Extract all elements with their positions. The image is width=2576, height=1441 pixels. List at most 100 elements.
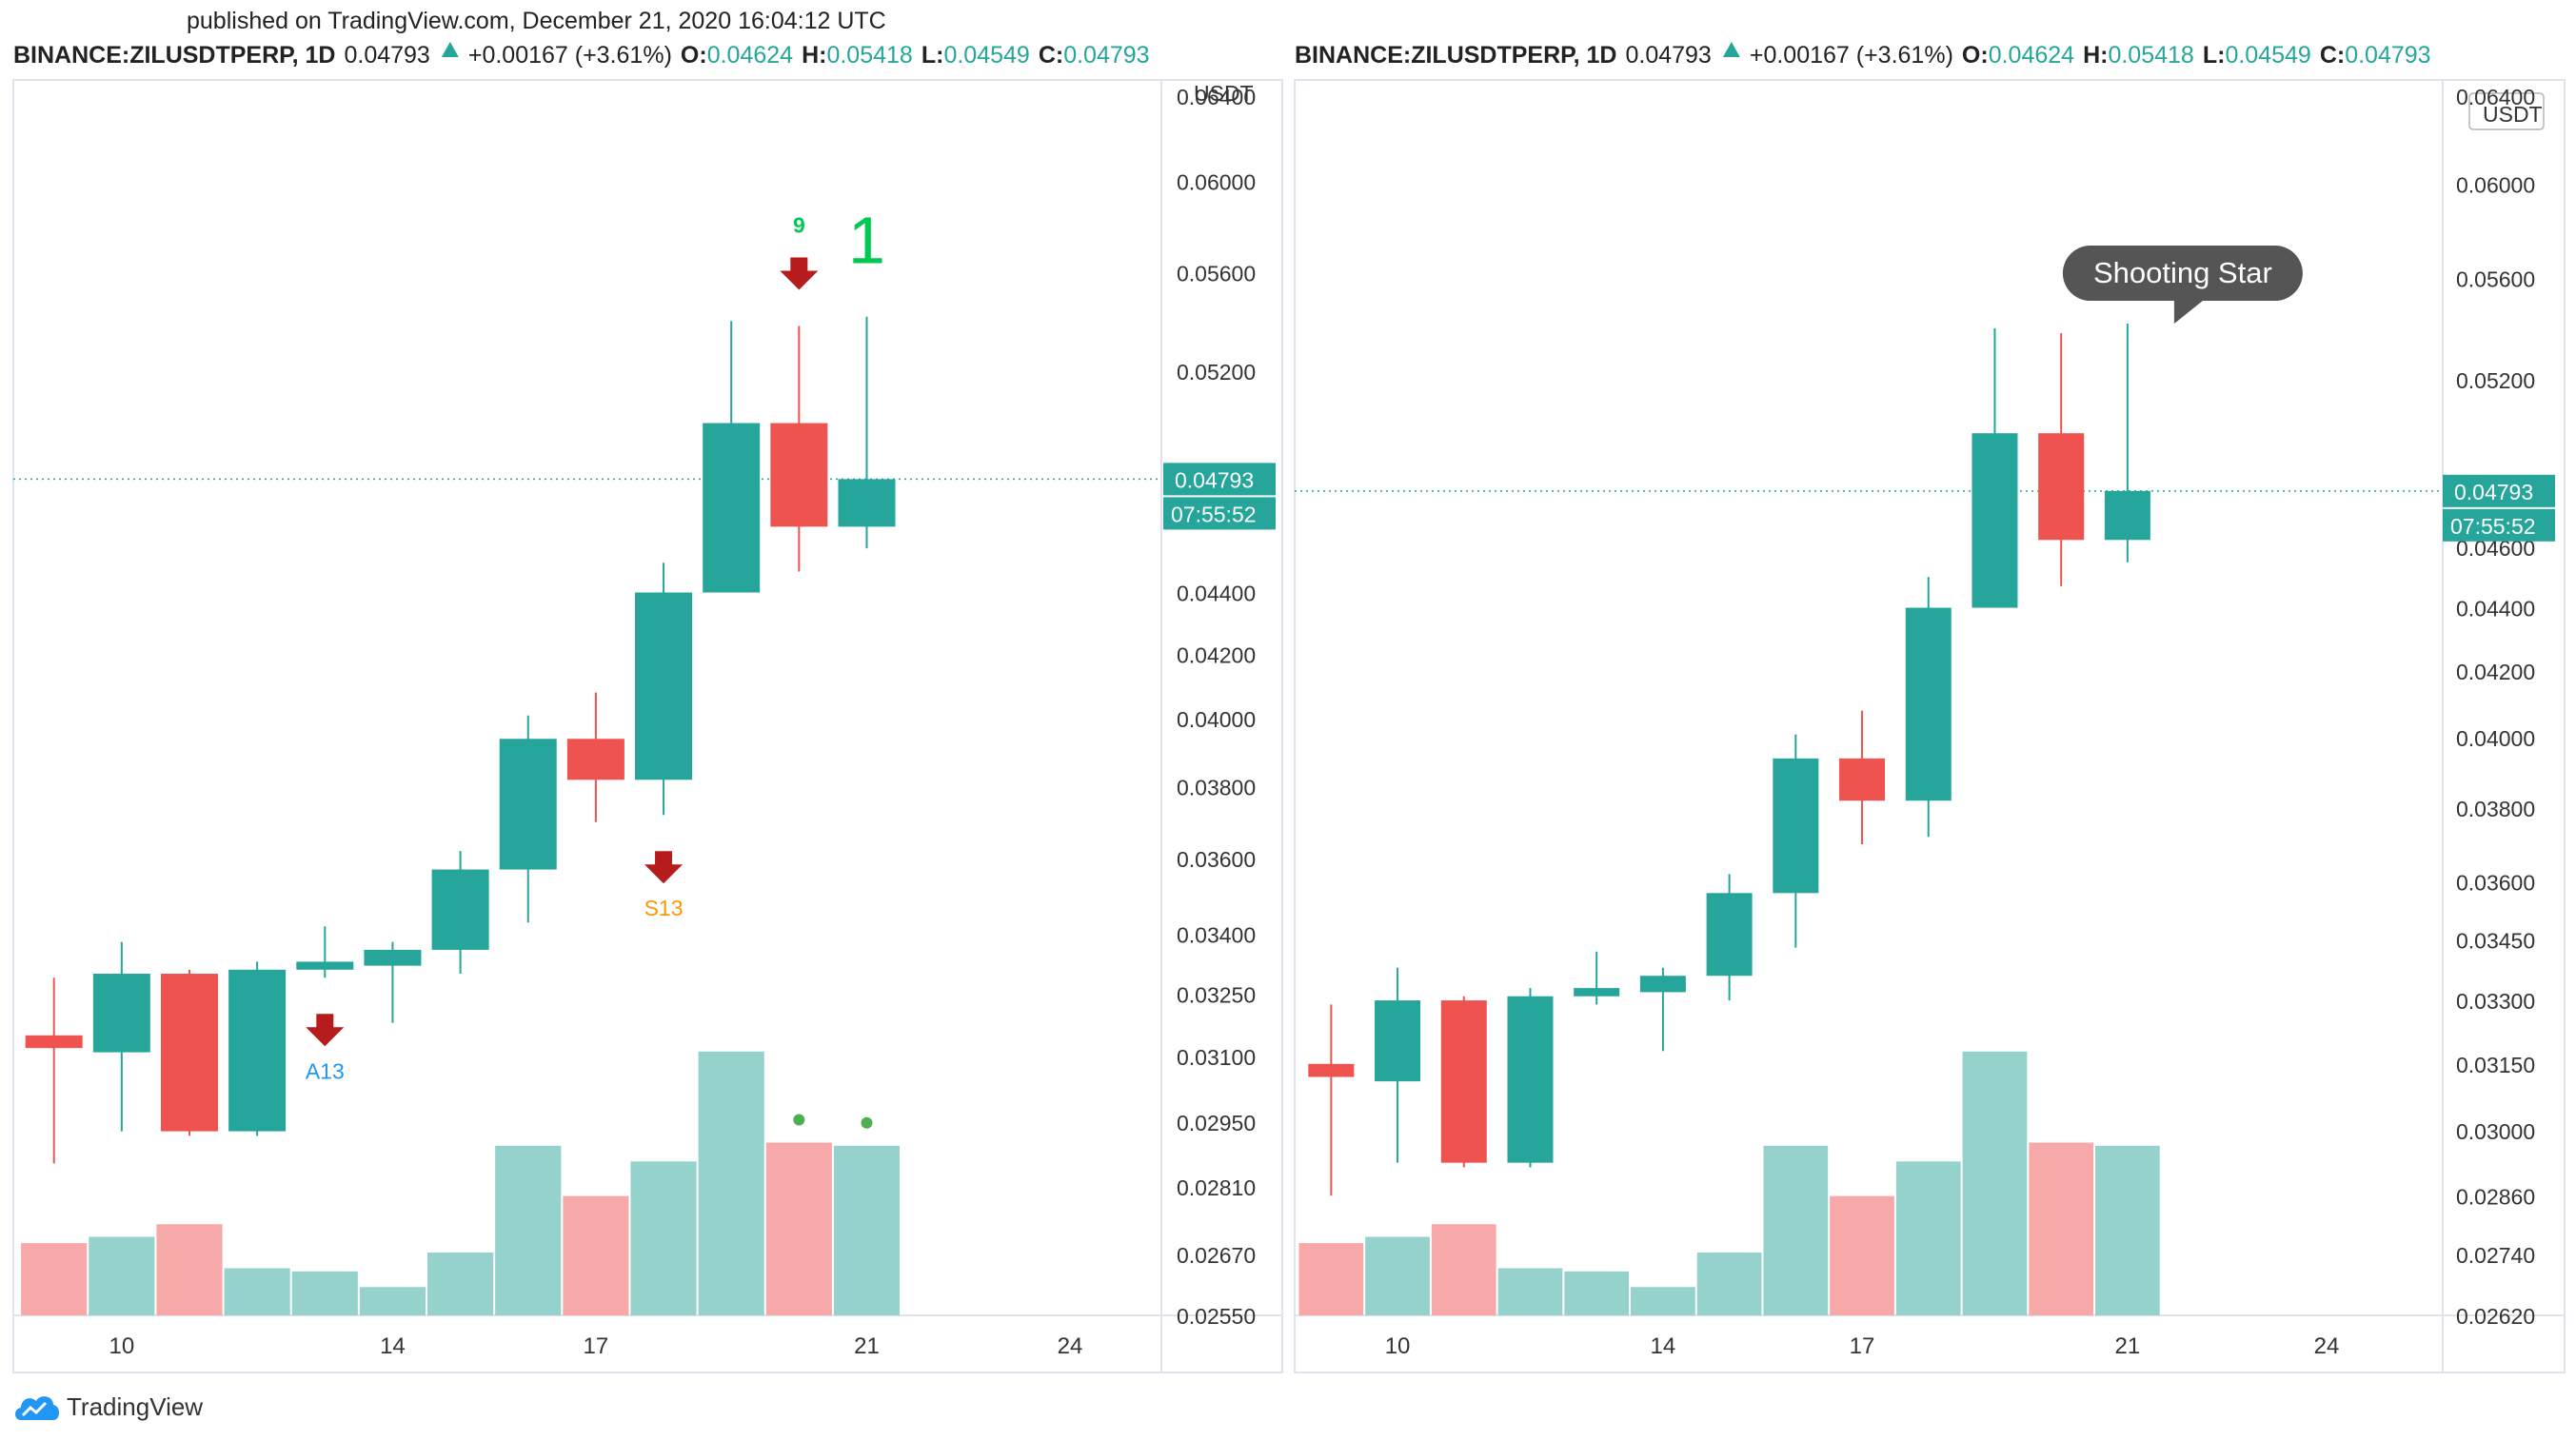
y-tick-label: 0.04200 [2456,660,2535,684]
y-tick-label: 0.06400 [1177,85,1256,109]
td-setup-9-label: 9 [793,213,805,238]
volume-bar [1298,1243,1364,1315]
y-tick-label: 0.02740 [2456,1243,2535,1268]
chart-panel-1: BINANCE:ZILUSDTPERP, 1D 0.04793 +0.00167 (… [12,42,1283,1373]
published-caption: published on TradingView.com, December 2… [187,8,886,34]
x-tick-label: 17 [1850,1333,1875,1359]
y-tick-label: 0.03000 [2456,1119,2535,1144]
chart-header: BINANCE:ZILUSDTPERP, 1D 0.04793 +0.00167 (… [13,42,1150,69]
candle-body [1706,893,1753,977]
last-price-label-bg [1163,463,1276,496]
header-last: 0.04793 [344,42,429,69]
y-tick-label: 0.06000 [2456,173,2535,198]
header-c-label: C: [2320,42,2345,69]
candle-body [2104,490,2150,541]
y-tick-label: 0.04200 [1177,642,1256,667]
candle-body [296,961,354,970]
volume-bar [1631,1287,1695,1315]
currency-box [2468,92,2545,130]
header-l-label: L: [921,42,944,69]
candle-body [1905,607,1952,801]
y-tick-label: 0.03800 [1177,776,1256,800]
sell-signal-arrow-icon [644,851,684,884]
volume-bar [1830,1195,1894,1315]
volume-bar [1763,1145,1829,1315]
volume-bar [359,1287,426,1315]
header-l: 0.04549 [2225,42,2310,69]
countdown-label-bg [2443,508,2555,542]
header-o-label: O: [1962,42,1989,69]
header-h-label: H: [802,42,826,69]
chart-header: BINANCE:ZILUSDTPERP, 1D 0.04793 +0.00167 (… [1295,42,2431,69]
volume-bar [833,1145,901,1315]
header-h: 0.05418 [2108,42,2193,69]
volume-bar [1564,1271,1630,1315]
volume-bar [698,1051,764,1315]
candle-body [770,423,828,527]
header-symbol: BINANCE:ZILUSDTPERP, 1D [1295,42,1616,69]
volume-bar [1431,1224,1496,1315]
volume-bar [2029,1142,2094,1315]
y-tick-label: 0.05200 [2456,368,2535,393]
y-tick-label: 0.05200 [1177,360,1256,385]
volume-bar [21,1243,88,1315]
annotation-label: Shooting Star [2093,256,2272,289]
volume-bar [427,1253,494,1315]
volume-bar [1696,1253,1762,1315]
y-tick-label: 0.02670 [1177,1243,1256,1268]
candle-body [228,969,287,1132]
td-s13-label: S13 [644,896,684,920]
volume-bar [1962,1051,2028,1315]
sell-signal-arrow-icon [780,257,819,290]
countdown-label: 07:55:52 [2450,514,2536,539]
x-tick-label: 21 [854,1333,880,1359]
y-tick-label: 0.03600 [1177,847,1256,872]
y-tick-label: 0.03450 [2456,928,2535,953]
y-tick-label: 0.02950 [1177,1111,1256,1135]
header-o: 0.04624 [1989,42,2074,69]
y-tick-label: 0.02620 [2456,1304,2535,1329]
x-tick-label: 14 [380,1333,406,1359]
candle-body [1773,758,1819,894]
header-c: 0.04793 [2345,42,2430,69]
td-a13-label: A13 [306,1058,345,1083]
x-tick-label: 17 [584,1333,609,1359]
volume-bar [1497,1268,1563,1315]
y-tick-label: 0.03250 [1177,982,1256,1007]
volume-bar [630,1161,697,1315]
tradingview-logo[interactable]: TradingView [11,1390,203,1424]
volume-signal-dot [861,1116,873,1129]
y-tick-label: 0.04400 [1177,582,1256,606]
tradingview-logo-text: TradingView [67,1392,204,1421]
candle-body [838,479,896,527]
y-tick-label: 0.04000 [2456,726,2535,751]
candle-body [1574,988,1620,997]
header-change: +0.00167 (+3.61%) [468,42,672,69]
chart-panel-2: BINANCE:ZILUSDTPERP, 1D 0.04793 +0.00167 (… [1294,42,2566,1373]
y-tick-label: 0.02550 [1177,1304,1256,1329]
candle-body [1639,976,1686,993]
header-c: 0.04793 [1063,42,1149,69]
volume-bar [495,1145,562,1315]
panel-frame [12,79,1283,1373]
y-tick-label: 0.03150 [2456,1053,2535,1077]
volume-bar [765,1142,832,1315]
candle-body [703,423,761,593]
countdown-label: 07:55:52 [1171,502,1257,526]
last-price-label: 0.04793 [1175,467,1254,492]
candle-body [566,739,624,780]
tradingview-cloud-icon [15,1396,59,1420]
volume-bar [291,1271,358,1315]
x-tick-label: 21 [2115,1333,2141,1359]
y-tick-label: 0.02810 [1177,1175,1256,1200]
sell-signal-arrow-icon [306,1014,345,1047]
volume-bar [224,1268,290,1315]
candle-body [92,974,150,1053]
y-tick-label: 0.05600 [2456,267,2535,292]
volume-signal-dot [793,1114,805,1126]
y-tick-label: 0.04000 [1177,707,1256,732]
header-o-label: O: [681,42,707,69]
y-tick-label: 0.03100 [1177,1045,1256,1070]
panel-frame [1294,79,2566,1373]
